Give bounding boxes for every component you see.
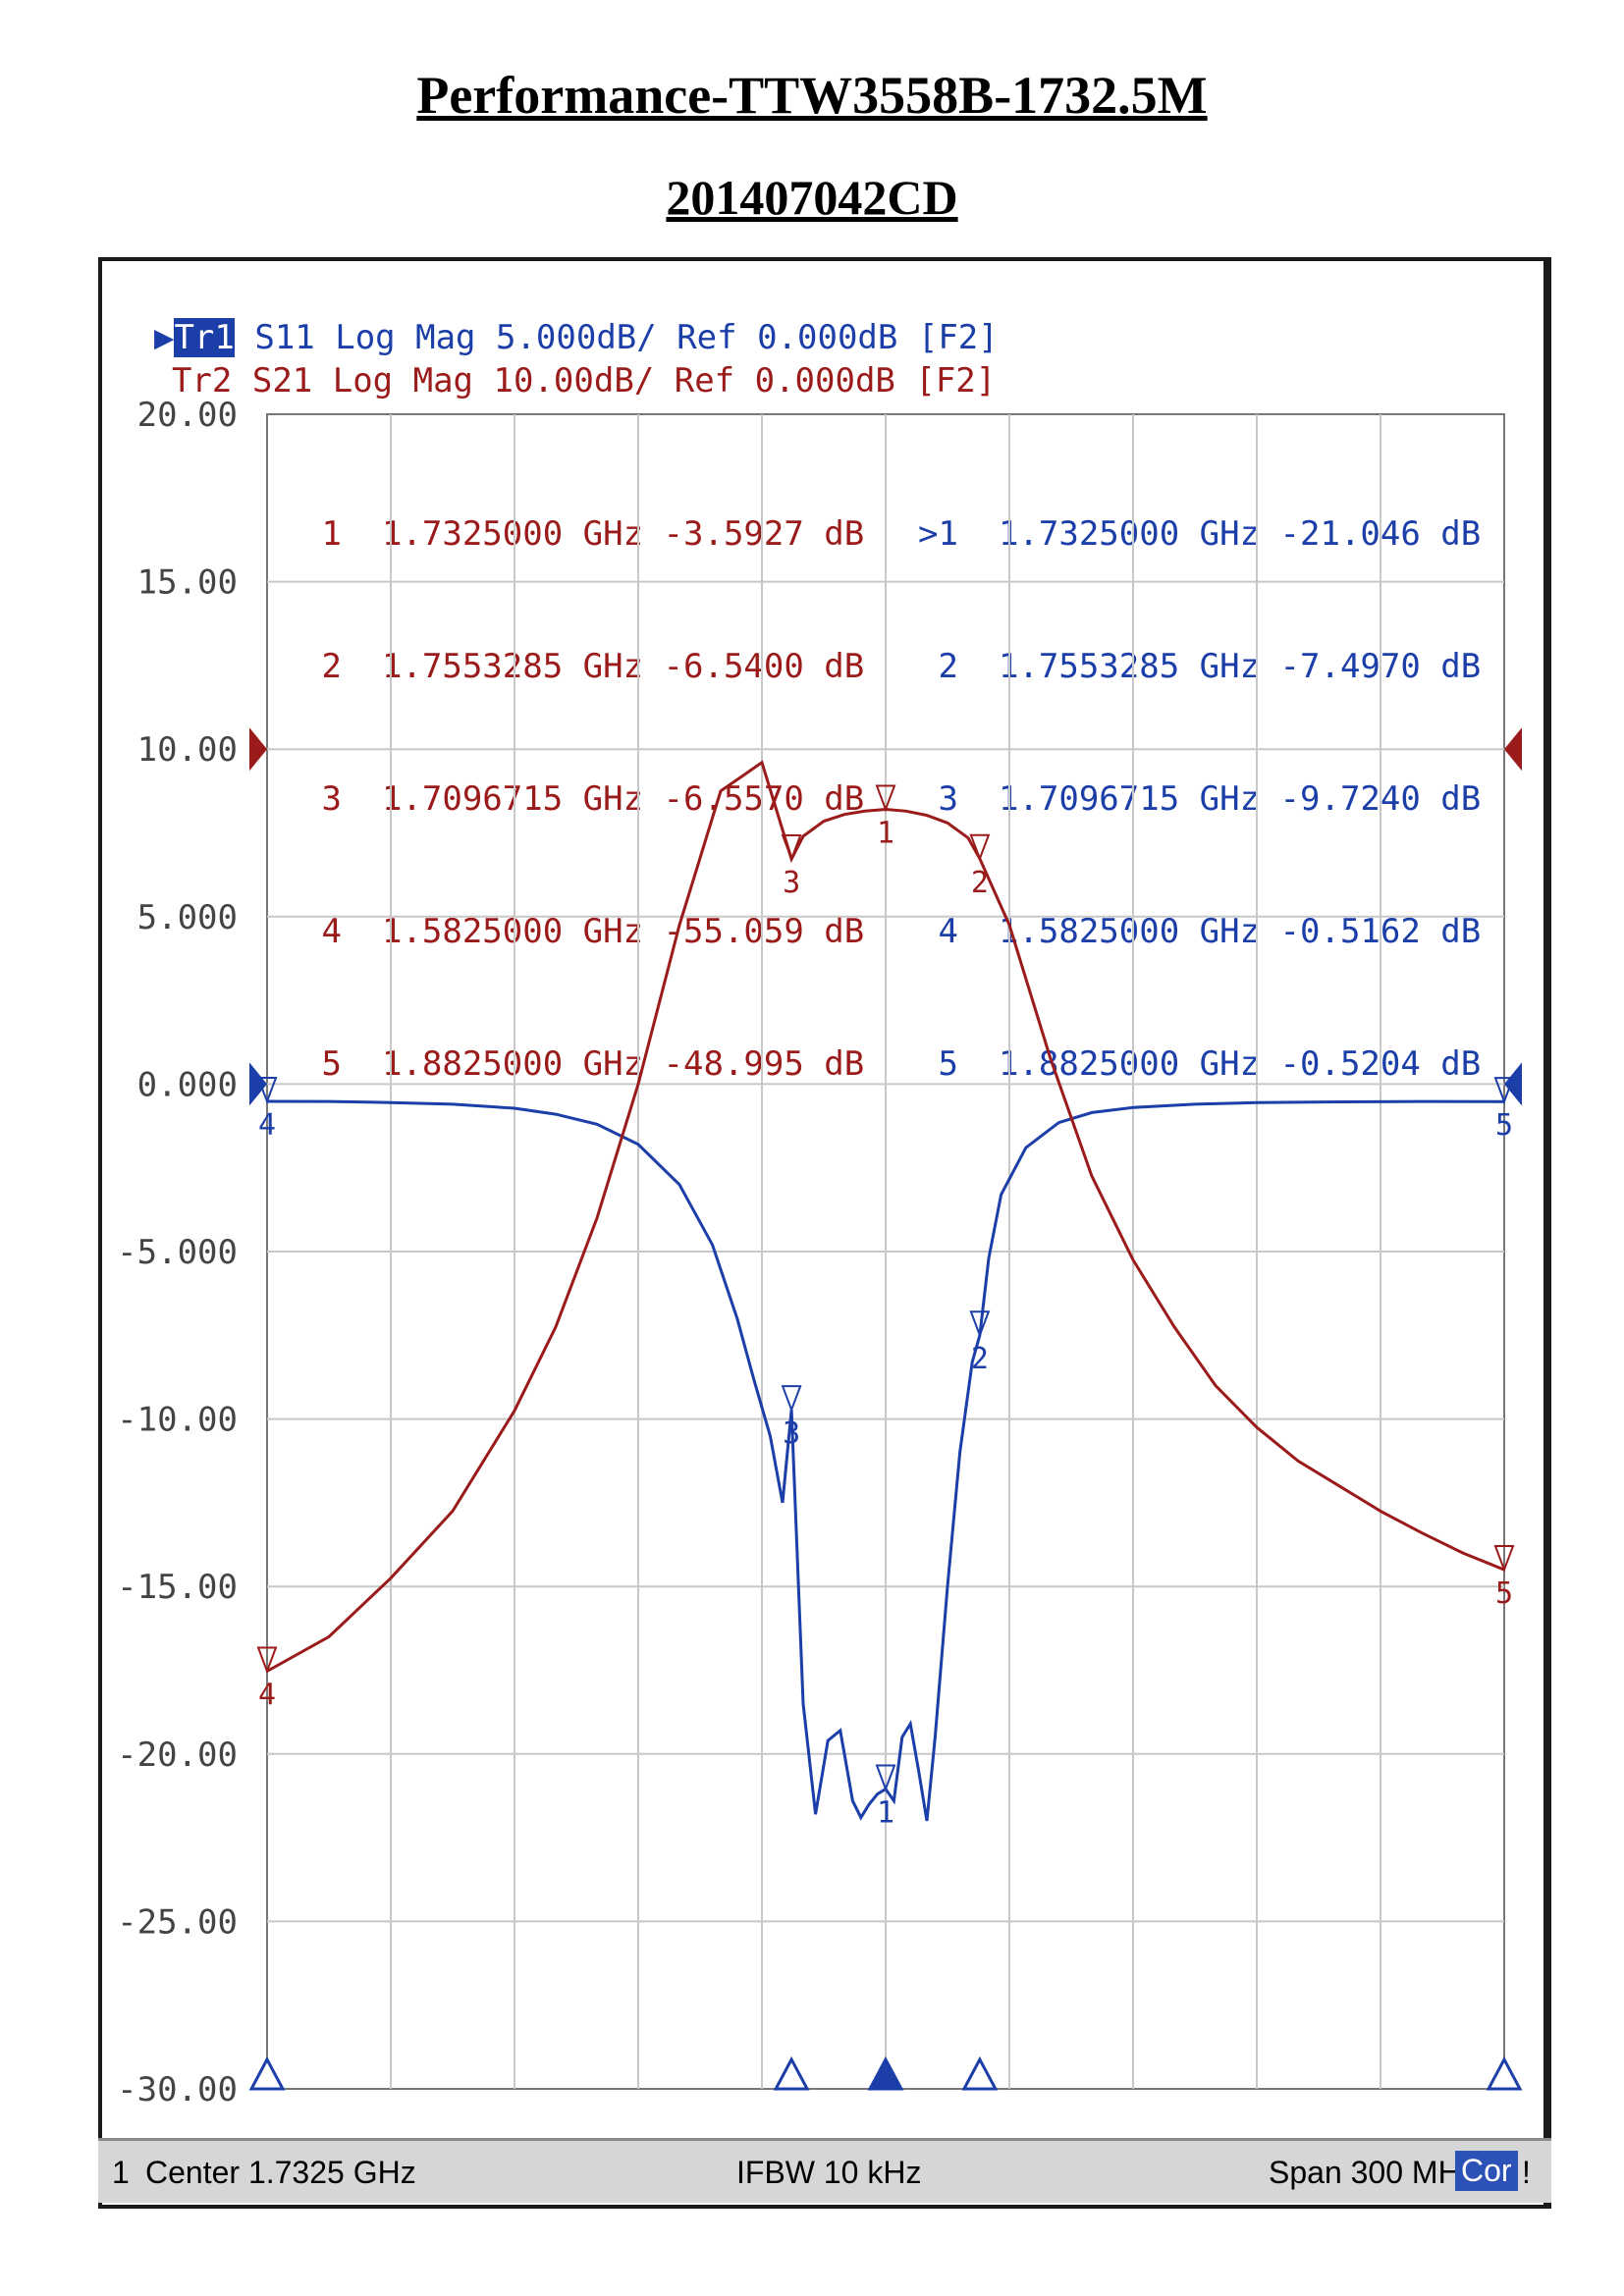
s11-marker-table: >1 1.7325000 GHz -21.046 dB 2 1.7553285 … <box>911 424 1481 1131</box>
s11-marker-row: 5 1.8825000 GHz -0.5204 dB <box>938 1044 1482 1084</box>
correction-indicator[interactable]: Cor <box>1455 2151 1518 2191</box>
s21-marker-row: 3 1.7096715 GHz -6.5570 dB <box>321 779 865 819</box>
marker-1-axis-icon <box>867 2056 904 2091</box>
window-edge <box>1543 257 1551 2209</box>
marker-3-s11-icon <box>781 1385 802 1414</box>
marker-label: 4 <box>258 1108 276 1143</box>
span-setting[interactable]: Span 300 MHz <box>1269 2155 1477 2190</box>
marker-label: 3 <box>783 1416 800 1451</box>
ref-level-s21-left-icon <box>249 727 267 772</box>
s21-marker-table: 1 1.7325000 GHz -3.5927 dB 2 1.7553285 G… <box>295 424 865 1131</box>
trace-1-settings: S11 Log Mag 5.000dB/ Ref 0.000dB [F2] <box>254 318 999 357</box>
s21-marker-row: 5 1.8825000 GHz -48.995 dB <box>321 1044 865 1084</box>
s21-marker-row: 4 1.5825000 GHz -55.059 dB <box>321 912 865 951</box>
ref-level-s11-right-icon <box>1504 1062 1522 1106</box>
ifbw-setting[interactable]: IFBW 10 kHz <box>736 2155 922 2190</box>
trace-2-label[interactable]: Tr2 <box>171 361 233 400</box>
s21-marker-row: 2 1.7553285 GHz -6.5400 dB <box>321 647 865 686</box>
marker-4-s11-icon <box>256 1077 278 1104</box>
marker-label: 5 <box>1495 1108 1513 1143</box>
trace-2-header[interactable]: Tr2 S21 Log Mag 10.00dB/ Ref 0.000dB [F2… <box>132 322 996 400</box>
s11-marker-row: 4 1.5825000 GHz -0.5162 dB <box>938 912 1482 951</box>
marker-label: 1 <box>877 816 894 850</box>
marker-label: 1 <box>877 1795 894 1830</box>
document-subtitle: 201407042CD <box>666 170 958 225</box>
y-tick-label: -20.00 <box>117 1735 238 1775</box>
marker-4-axis-icon <box>248 2056 286 2091</box>
y-tick-label: -30.00 <box>117 2070 238 2109</box>
s11-marker-row: >1 1.7325000 GHz -21.046 dB <box>918 514 1482 554</box>
marker-5-axis-icon <box>1486 2056 1523 2091</box>
marker-label: 2 <box>971 1342 989 1376</box>
marker-5-s11-icon <box>1493 1077 1515 1105</box>
ref-level-s21-right-icon <box>1504 727 1522 772</box>
marker-2-s11-icon <box>969 1310 991 1339</box>
document-title: Performance-TTW3558B-1732.5M <box>416 66 1208 125</box>
s21-marker-row: 1 1.7325000 GHz -3.5927 dB <box>321 514 865 554</box>
marker-5-s21-icon <box>1493 1545 1515 1573</box>
trace-s11 <box>266 1099 1505 1822</box>
y-tick-label: 10.00 <box>137 730 238 770</box>
trace-s21 <box>266 760 1505 1673</box>
marker-2-s21-icon <box>969 833 991 862</box>
trace-1-header[interactable]: ▶Tr1 S11 Log Mag 5.000dB/ Ref 0.000dB [F… <box>114 279 999 357</box>
y-tick-label: -15.00 <box>117 1568 238 1607</box>
y-tick-label: 20.00 <box>137 396 238 435</box>
y-tick-label: -10.00 <box>117 1401 238 1440</box>
marker-1-s21-icon <box>875 784 896 813</box>
marker-2-axis-icon <box>961 2056 999 2091</box>
marker-1-s11-icon <box>875 1764 896 1792</box>
marker-label: 4 <box>258 1679 276 1713</box>
y-tick-label: 0.000 <box>137 1065 238 1104</box>
s11-marker-row: 2 1.7553285 GHz -7.4970 dB <box>938 647 1482 686</box>
status-bar: 1 Center 1.7325 GHz IFBW 10 kHz Span 300… <box>98 2138 1551 2203</box>
y-tick-label: 5.000 <box>137 898 238 937</box>
y-tick-label: -5.000 <box>117 1233 238 1272</box>
trace-1-label[interactable]: Tr1 <box>174 318 235 357</box>
y-tick-label: -25.00 <box>117 1902 238 1942</box>
s11-marker-row: 3 1.7096715 GHz -9.7240 dB <box>938 779 1482 819</box>
channel-number[interactable]: 1 <box>112 2155 130 2190</box>
trace-2-settings: S21 Log Mag 10.00dB/ Ref 0.000dB [F2] <box>251 361 997 400</box>
marker-3-s21-icon <box>781 834 802 862</box>
y-tick-label: 15.00 <box>137 563 238 603</box>
ref-level-s11-left-icon <box>249 1062 267 1106</box>
marker-label: 3 <box>783 866 800 900</box>
marker-3-axis-icon <box>773 2056 810 2091</box>
marker-4-s21-icon <box>256 1646 278 1675</box>
center-frequency[interactable]: Center 1.7325 GHz <box>145 2155 416 2190</box>
marker-label: 5 <box>1495 1576 1513 1611</box>
warning-flag: ! <box>1522 2155 1531 2190</box>
active-trace-arrow-icon: ▶ <box>153 318 175 357</box>
marker-label: 2 <box>971 866 989 900</box>
